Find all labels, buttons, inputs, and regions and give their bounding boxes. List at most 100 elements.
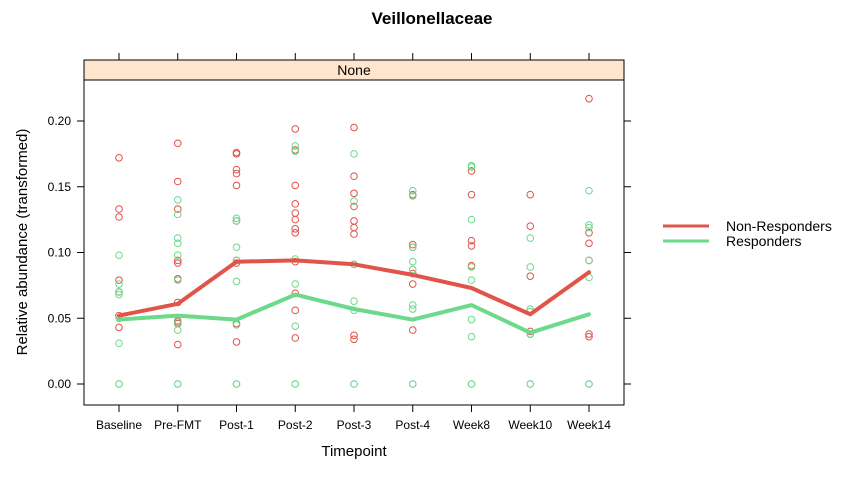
data-point-responders: [232, 217, 241, 225]
data-point-non-responders: [350, 172, 358, 181]
data-point-non-responders: [115, 276, 123, 284]
data-point-non-responders: [115, 205, 123, 213]
data-point-non-responders: [173, 139, 182, 148]
series-line-responders: [117, 292, 591, 335]
data-point-responders: [526, 234, 535, 242]
data-point-responders: [115, 290, 123, 299]
data-point-non-responders: [291, 125, 300, 133]
data-point-non-responders: [467, 242, 476, 250]
data-point-responders: [173, 196, 182, 204]
data-point-responders: [115, 380, 123, 388]
data-point-non-responders: [115, 154, 123, 162]
y-tick-label: 0.00: [48, 377, 72, 391]
data-point-responders: [467, 276, 476, 284]
x-tick-label: Post-4: [395, 418, 430, 432]
data-point-responders: [350, 297, 358, 305]
data-point-non-responders: [408, 280, 417, 288]
data-point-non-responders: [585, 330, 593, 338]
data-point-non-responders: [291, 225, 300, 233]
data-points: [115, 94, 593, 388]
x-tick-label: Pre-FMT: [154, 418, 202, 432]
x-tick-label: Week8: [453, 418, 490, 432]
data-point-non-responders: [350, 202, 358, 211]
data-point-non-responders: [408, 240, 417, 249]
data-point-responders: [526, 263, 535, 271]
data-point-responders: [585, 221, 593, 229]
data-point-non-responders: [115, 213, 123, 221]
x-tick-label: Baseline: [96, 418, 142, 432]
y-tick-label: 0.05: [48, 311, 72, 325]
data-point-responders: [408, 186, 417, 195]
data-point-responders: [585, 186, 593, 195]
x-axis: Baseline Pre-FMT Post-1 Post-2 Post-3 Post-4 W…: [96, 53, 611, 432]
data-point-responders: [232, 214, 241, 223]
data-point-non-responders: [291, 209, 300, 217]
data-point-non-responders: [585, 94, 593, 103]
data-point-responders: [232, 243, 241, 252]
x-tick-label: Week10: [508, 418, 552, 432]
data-point-responders: [291, 147, 300, 156]
data-point-non-responders: [350, 331, 358, 340]
data-point-non-responders: [526, 272, 535, 280]
data-point-responders: [408, 305, 417, 313]
y-tick-label: 0.10: [48, 246, 72, 260]
data-point-non-responders: [350, 217, 358, 225]
y-axis: 0.00 0.05 0.10 0.15 0.20: [48, 114, 631, 391]
plot-frame: [83, 79, 625, 406]
data-point-responders: [115, 280, 123, 288]
data-point-non-responders: [115, 323, 123, 332]
panel-label: None: [337, 62, 371, 78]
data-point-non-responders: [232, 181, 241, 190]
data-point-non-responders: [291, 200, 300, 208]
data-point-responders: [350, 380, 358, 388]
data-point-responders: [585, 256, 593, 265]
data-point-responders: [408, 380, 417, 388]
data-point-responders: [291, 380, 300, 388]
data-point-responders: [173, 326, 182, 334]
data-point-responders: [467, 315, 476, 324]
series-line-non-responders: [117, 258, 591, 318]
trend-lines: [117, 258, 591, 335]
data-point-responders: [291, 142, 300, 150]
data-point-responders: [408, 192, 417, 200]
data-point-responders: [173, 276, 182, 284]
data-point-responders: [232, 277, 241, 286]
data-point-non-responders: [408, 326, 417, 334]
data-point-responders: [467, 215, 476, 224]
data-point-responders: [173, 239, 182, 248]
data-point-non-responders: [467, 236, 476, 245]
data-point-non-responders: [173, 259, 182, 267]
data-point-non-responders: [526, 222, 535, 230]
data-point-responders: [585, 380, 593, 388]
data-point-responders: [408, 243, 417, 252]
data-point-responders: [526, 380, 535, 388]
data-point-responders: [408, 301, 417, 309]
data-point-non-responders: [173, 177, 182, 186]
chart-title: Veillonellaceae: [372, 9, 493, 28]
data-point-non-responders: [526, 190, 535, 199]
data-point-non-responders: [291, 306, 300, 315]
data-point-non-responders: [585, 332, 593, 341]
x-tick-label: Post-2: [278, 418, 313, 432]
data-point-non-responders: [350, 230, 358, 238]
data-point-responders: [173, 210, 182, 219]
data-point-non-responders: [350, 335, 358, 344]
legend-label: Responders: [726, 233, 802, 249]
data-point-responders: [467, 163, 476, 171]
data-point-non-responders: [585, 239, 593, 248]
data-point-responders: [291, 280, 300, 288]
data-point-responders: [291, 322, 300, 330]
data-point-non-responders: [232, 338, 241, 346]
data-point-responders: [173, 318, 182, 326]
data-point-responders: [115, 251, 123, 259]
y-tick-label: 0.15: [48, 180, 72, 194]
x-axis-label: Timepoint: [321, 443, 387, 460]
x-tick-label: Week14: [567, 418, 611, 432]
data-point-responders: [585, 223, 593, 232]
data-point-responders: [467, 332, 476, 341]
data-point-non-responders: [350, 123, 358, 132]
data-point-non-responders: [291, 181, 300, 190]
data-point-non-responders: [232, 165, 241, 174]
data-point-non-responders: [291, 334, 300, 342]
